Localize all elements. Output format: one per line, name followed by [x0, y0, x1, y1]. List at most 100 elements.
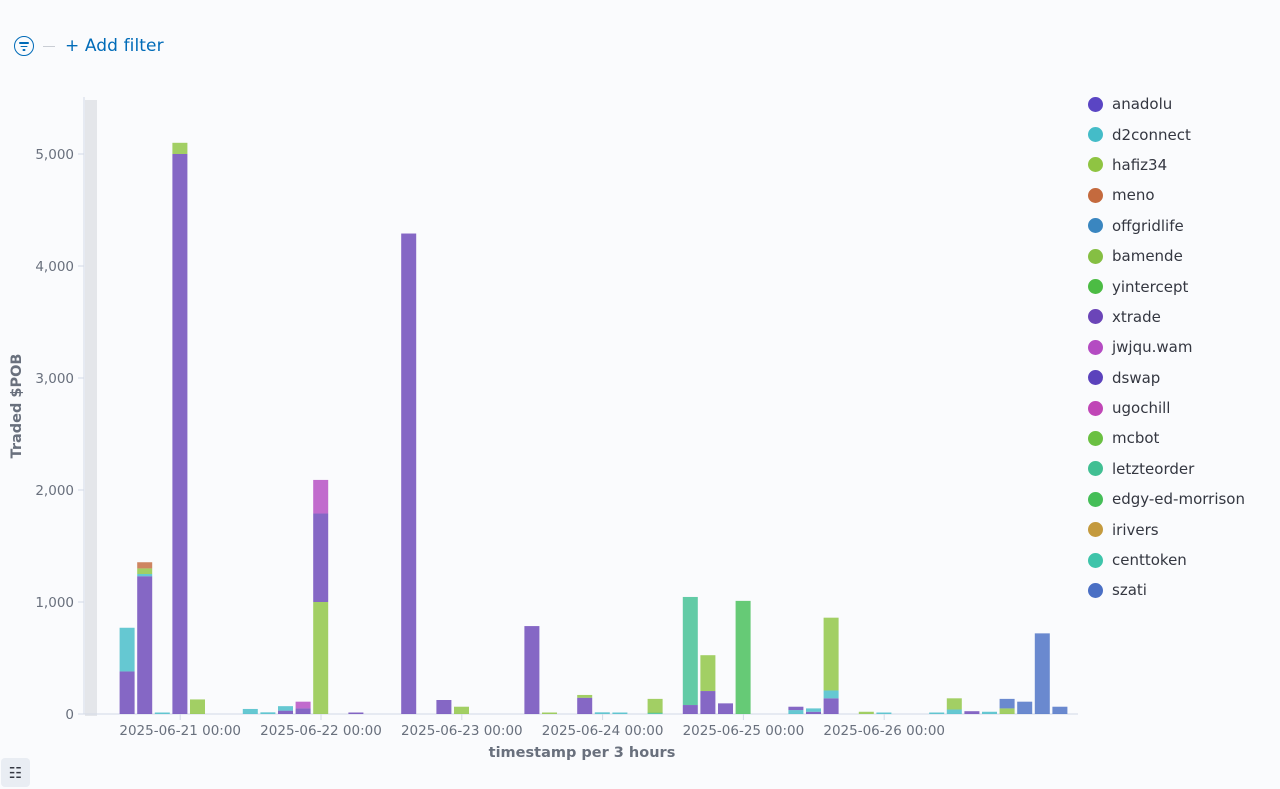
bar-segment[interactable]: [260, 712, 276, 714]
legend-item[interactable]: jwjqu.wam: [1088, 332, 1245, 362]
bar-segment[interactable]: [647, 698, 663, 713]
legend-color-dot: [1088, 127, 1103, 143]
bar-segment[interactable]: [137, 568, 153, 574]
legend-item[interactable]: centtoken: [1088, 545, 1245, 575]
y-tick-label: 3,000: [35, 371, 74, 387]
bar-segment[interactable]: [436, 700, 452, 714]
legend-label: xtrade: [1112, 307, 1161, 326]
x-tick-label: 2025-06-23 00:00: [401, 723, 523, 739]
x-tick-label: 2025-06-22 00:00: [260, 723, 382, 739]
bar-segment[interactable]: [278, 710, 293, 714]
bar-segment[interactable]: [242, 708, 258, 714]
legend-color-dot: [1088, 430, 1103, 446]
bar-segment[interactable]: [154, 712, 170, 715]
legend-color-dot: [1088, 96, 1103, 112]
bar-segment[interactable]: [876, 712, 892, 715]
bar-segment[interactable]: [1017, 701, 1033, 714]
stacked-bar-chart: 0 1,000 2,000 3,000 4,000 5,000 2025-06-21 00:…: [9, 97, 1078, 761]
bar-segment[interactable]: [982, 711, 997, 714]
bar-segment[interactable]: [823, 690, 839, 699]
bar-segment[interactable]: [594, 712, 610, 714]
bar-segment[interactable]: [718, 703, 733, 714]
bar-segment[interactable]: [137, 576, 153, 714]
bar-segment[interactable]: [172, 154, 188, 714]
bar-segment[interactable]: [119, 627, 135, 672]
legend-item[interactable]: edgy-ed-morrison: [1088, 484, 1245, 514]
bar-segment[interactable]: [806, 708, 821, 712]
bar-segment[interactable]: [823, 617, 839, 691]
bar-segment[interactable]: [612, 712, 628, 715]
bar-segment[interactable]: [964, 711, 980, 714]
bar-segment[interactable]: [542, 712, 557, 715]
legend-color-dot: [1088, 461, 1103, 477]
bar-segment[interactable]: [946, 698, 962, 710]
legend-label: jwjqu.wam: [1112, 338, 1193, 357]
bar-segment[interactable]: [313, 479, 329, 514]
legend-item[interactable]: hafiz34: [1088, 150, 1245, 180]
legend-item[interactable]: xtrade: [1088, 302, 1245, 332]
legend-color-dot: [1088, 218, 1103, 234]
legend-item[interactable]: meno: [1088, 180, 1245, 210]
bar-segment[interactable]: [735, 600, 751, 714]
legend-label: mcbot: [1112, 429, 1160, 448]
legend-item[interactable]: bamende: [1088, 241, 1245, 271]
legend-item[interactable]: d2connect: [1088, 119, 1245, 149]
bar-segment[interactable]: [1052, 706, 1068, 714]
filter-icon[interactable]: [14, 36, 34, 56]
bar-segment[interactable]: [313, 513, 329, 602]
bar-segment[interactable]: [577, 694, 593, 698]
y-tick-label: 2,000: [35, 483, 74, 499]
legend-item[interactable]: yintercept: [1088, 271, 1245, 301]
bar-segment[interactable]: [788, 706, 804, 711]
legend-label: bamende: [1112, 247, 1183, 266]
bar-segment[interactable]: [946, 709, 962, 714]
legend-label: offgridlife: [1112, 216, 1184, 235]
bar-segment[interactable]: [137, 574, 153, 577]
legend-item[interactable]: ugochill: [1088, 393, 1245, 423]
legend-label: letzteorder: [1112, 459, 1195, 478]
bar-segment[interactable]: [858, 711, 874, 714]
bar-segment[interactable]: [313, 602, 329, 714]
bar-segment[interactable]: [682, 596, 698, 706]
bar-segment[interactable]: [172, 142, 188, 154]
legend-item[interactable]: mcbot: [1088, 423, 1245, 453]
legend-item[interactable]: letzteorder: [1088, 454, 1245, 484]
bar-segment[interactable]: [647, 712, 663, 715]
bar-segment[interactable]: [700, 691, 716, 714]
bar-segment[interactable]: [454, 706, 469, 714]
bar-segment[interactable]: [788, 710, 804, 714]
legend-label: meno: [1112, 186, 1155, 205]
list-icon[interactable]: ☷: [1, 758, 30, 787]
bar-segment[interactable]: [119, 671, 135, 714]
legend-item[interactable]: anadolu: [1088, 89, 1245, 119]
bar-segment[interactable]: [823, 698, 839, 714]
legend-color-dot: [1088, 279, 1103, 295]
bar-segment[interactable]: [1034, 633, 1050, 714]
legend-label: centtoken: [1112, 551, 1187, 570]
bar-segment[interactable]: [577, 697, 593, 714]
bar-segment[interactable]: [348, 712, 364, 715]
bar-segment[interactable]: [295, 708, 311, 714]
legend-color-dot: [1088, 309, 1103, 325]
bar-segment[interactable]: [278, 706, 293, 711]
bar-segment[interactable]: [295, 701, 311, 709]
y-axis-title: Traded $POB: [9, 354, 25, 459]
bar-segment[interactable]: [137, 562, 153, 569]
bar-segment[interactable]: [401, 233, 417, 714]
bar-segment[interactable]: [806, 711, 821, 714]
legend-label: hafiz34: [1112, 155, 1168, 174]
bar-segment[interactable]: [999, 708, 1015, 714]
legend-label: irivers: [1112, 520, 1159, 539]
legend-item[interactable]: szati: [1088, 575, 1245, 605]
add-filter-button[interactable]: + Add filter: [65, 36, 164, 56]
legend-item[interactable]: irivers: [1088, 514, 1245, 544]
bar-segment[interactable]: [700, 655, 716, 692]
y-tick-label: 4,000: [35, 259, 74, 275]
bar-segment[interactable]: [929, 712, 945, 715]
legend-item[interactable]: offgridlife: [1088, 211, 1245, 241]
bar-segment[interactable]: [524, 626, 540, 714]
bar-segment[interactable]: [682, 705, 698, 714]
bar-segment[interactable]: [190, 699, 205, 714]
bar-segment[interactable]: [999, 698, 1015, 709]
legend-item[interactable]: dswap: [1088, 363, 1245, 393]
